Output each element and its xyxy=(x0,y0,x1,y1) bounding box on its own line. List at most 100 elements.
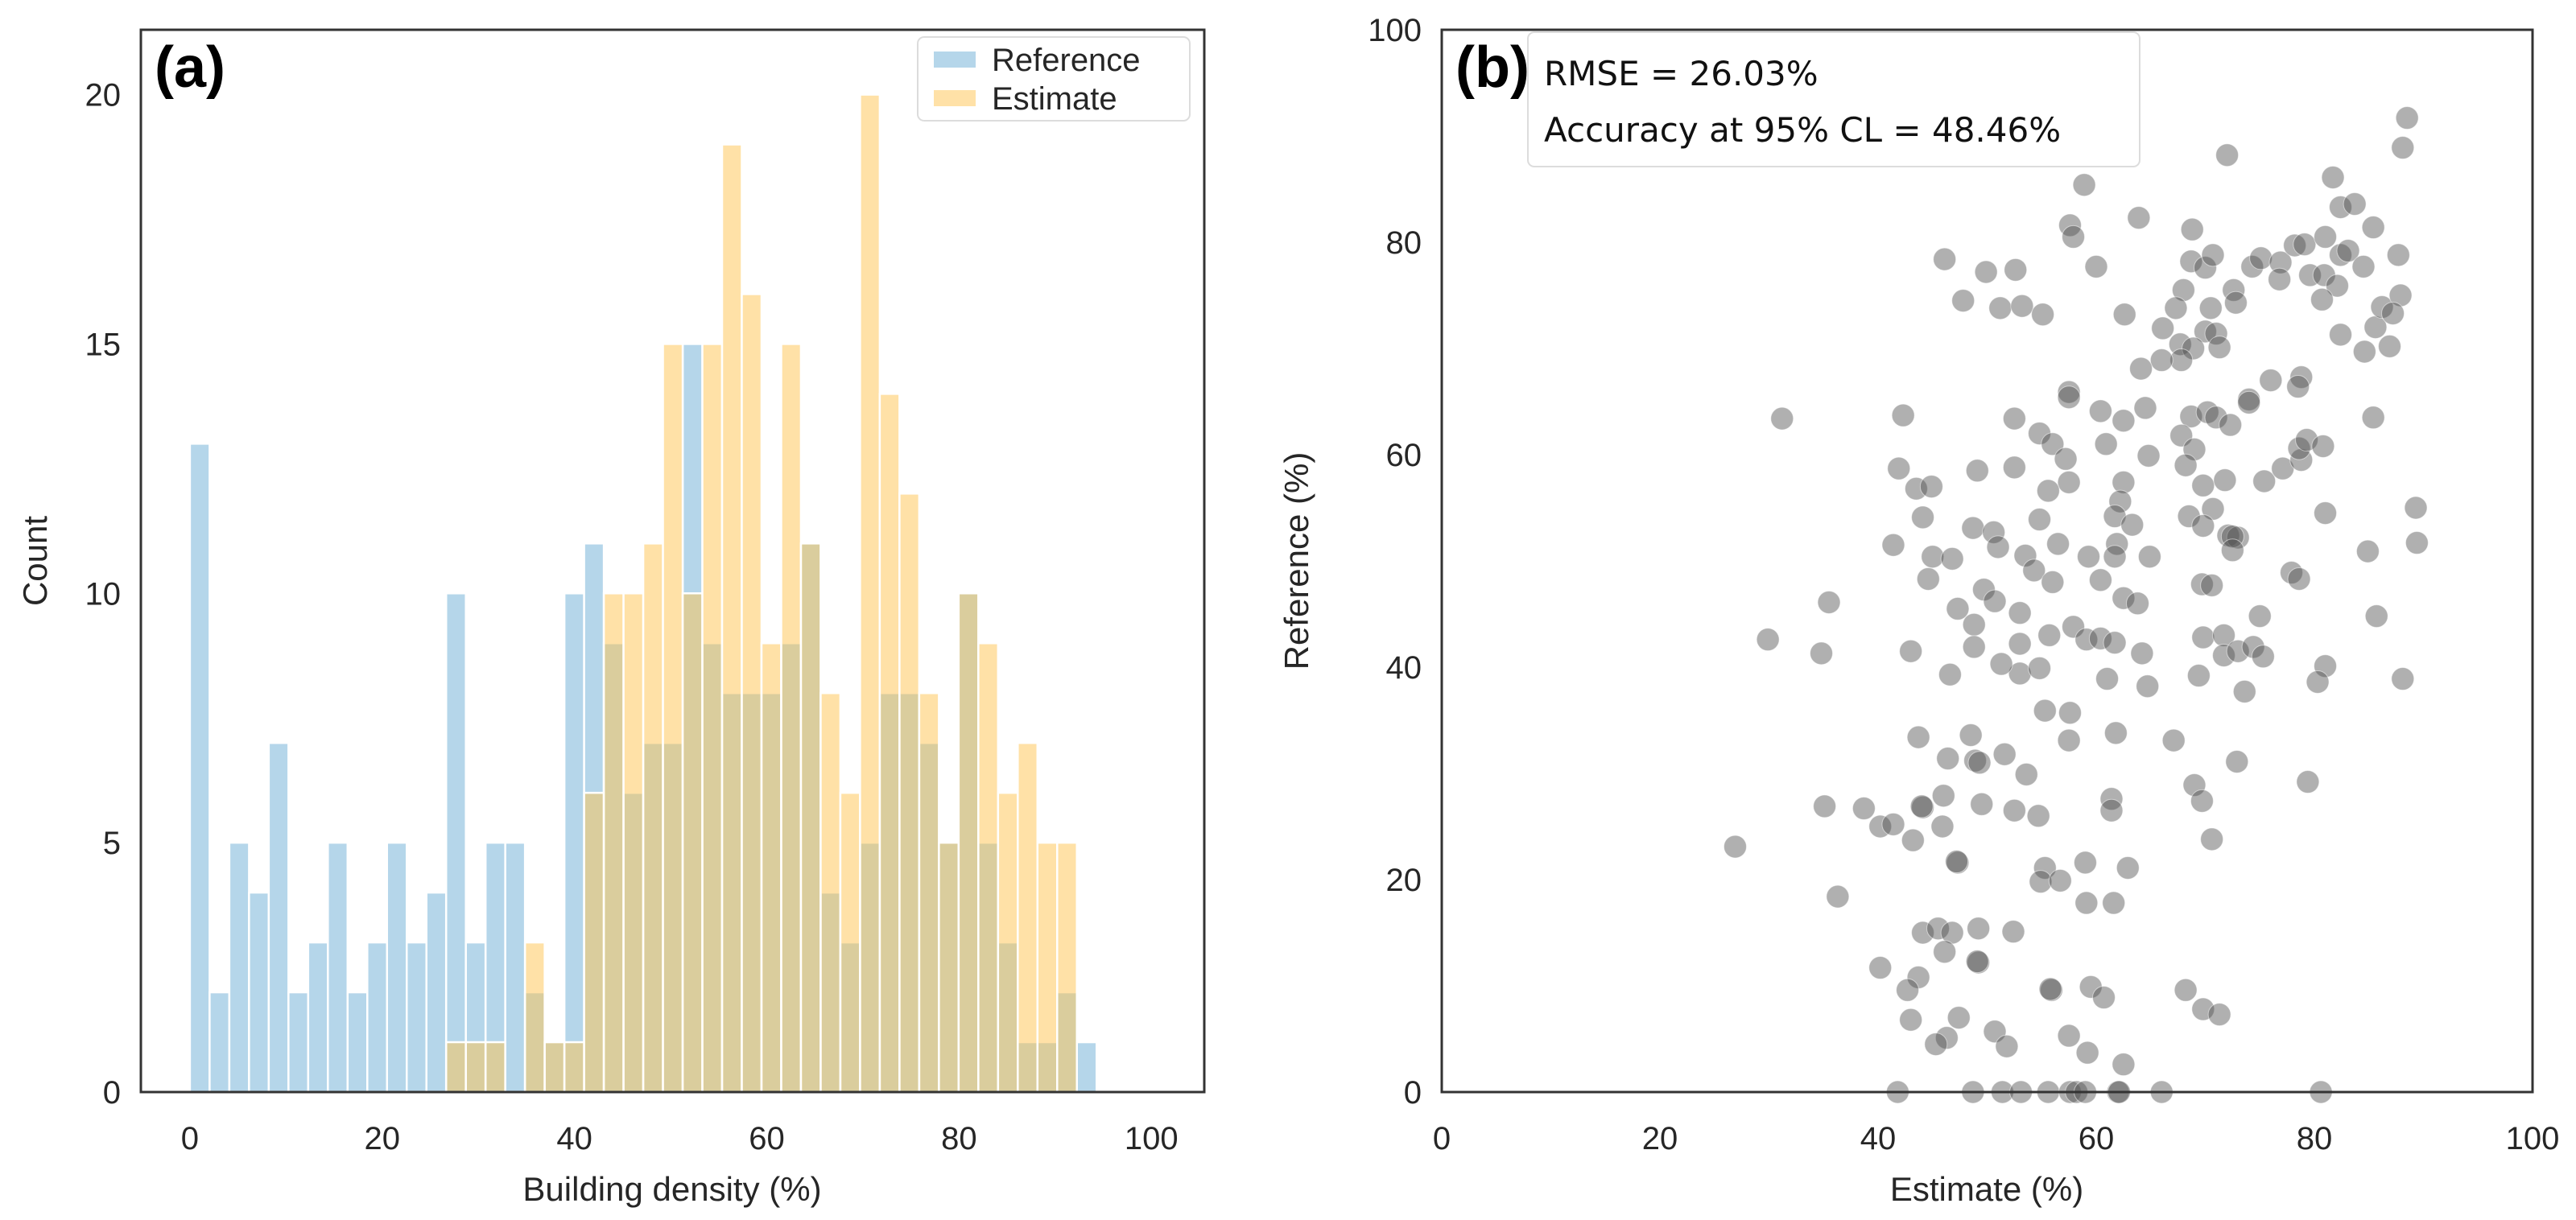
reference-bar xyxy=(444,592,467,1094)
scatter-point xyxy=(2306,670,2330,694)
scatter-point xyxy=(1931,784,1955,808)
scatter-point xyxy=(2074,628,2099,652)
scatter-point xyxy=(1940,546,1964,571)
x-tick-label: 100 xyxy=(1125,1121,1179,1156)
scatter-point xyxy=(2232,679,2256,703)
scatter-point xyxy=(2312,263,2336,287)
scatter-point xyxy=(2079,975,2103,999)
legend: Reference Estimate xyxy=(917,36,1191,122)
scatter-point xyxy=(2391,667,2415,691)
scatter-y-label: Reference (%) xyxy=(1278,452,1315,670)
scatter-point xyxy=(1891,403,1915,427)
scatter-point xyxy=(2103,505,2127,529)
reference-bar xyxy=(366,941,389,1094)
estimate-bars xyxy=(444,93,1078,1094)
scatter-point xyxy=(2241,635,2265,659)
estimate-bar xyxy=(484,1041,506,1094)
x-tick-label: 0 xyxy=(181,1121,199,1156)
scatter-point xyxy=(2207,1003,2231,1027)
scatter-point xyxy=(2237,387,2261,411)
scatter-point xyxy=(1959,723,1983,747)
scatter-point xyxy=(2033,699,2057,723)
scatter-point xyxy=(2057,470,2081,494)
scatter-point xyxy=(2289,448,2314,472)
scatter-point xyxy=(2361,216,2385,240)
scatter-point xyxy=(2136,443,2161,468)
y-tick-label: 0 xyxy=(103,1075,121,1111)
scatter-point xyxy=(2002,798,2026,822)
scatter-point xyxy=(1919,475,1943,499)
legend-label-estimate: Estimate xyxy=(992,81,1117,117)
scatter-point xyxy=(2386,243,2410,267)
scatter-point xyxy=(2191,997,2215,1021)
scatter-point xyxy=(1899,639,1923,663)
scatter-point xyxy=(2010,294,2034,318)
scatter-point xyxy=(2037,623,2062,647)
scatter-point xyxy=(1916,567,1940,591)
histogram-panel: 0 20 40 60 80 100 0 5 10 15 20 (a) Building densi… xyxy=(16,28,1206,1208)
scatter-point xyxy=(1909,794,1934,818)
scatter-point xyxy=(2240,254,2264,278)
scatter-point xyxy=(2014,762,2038,786)
scatter-point xyxy=(2008,662,2032,686)
estimate-bar xyxy=(523,941,546,1094)
scatter-point xyxy=(2028,422,2052,446)
y-tick-label: 20 xyxy=(1386,863,1422,898)
scatter-point xyxy=(1934,1026,1959,1050)
scatter-point xyxy=(2072,173,2096,197)
scatter-point xyxy=(2179,404,2203,428)
scatter-point xyxy=(1933,940,1957,964)
estimate-bar xyxy=(839,791,861,1094)
scatter-point xyxy=(2091,986,2116,1010)
scatter-point xyxy=(1986,535,2010,559)
scatter-point xyxy=(2198,296,2223,320)
scatter-point xyxy=(2182,437,2207,461)
panel-label-b: (b) xyxy=(1455,35,1530,100)
scatter-point xyxy=(2182,773,2207,798)
scatter-point xyxy=(2112,470,2136,494)
stats-annotation: RMSE = 26.03% Accuracy at 95% CL = 48.46… xyxy=(1527,31,2140,167)
scatter-point xyxy=(2268,267,2292,291)
scatter-point xyxy=(2191,473,2215,497)
scatter-point xyxy=(1967,917,1991,941)
scatter-point xyxy=(2028,656,2052,680)
estimate-bar xyxy=(819,691,842,1094)
estimate-bar xyxy=(602,592,625,1094)
scatter-point xyxy=(1911,921,1935,945)
estimate-bar xyxy=(938,841,960,1094)
scatter-point xyxy=(2186,664,2211,688)
scatter-point xyxy=(1992,742,2017,766)
scatter-point xyxy=(2057,728,2081,752)
scatter-point xyxy=(2213,468,2237,493)
scatter-point xyxy=(2182,336,2206,361)
scatter-point xyxy=(2054,447,2078,471)
scatter-point xyxy=(1938,662,1962,686)
scatter-point xyxy=(2008,601,2032,625)
legend-box xyxy=(917,36,1191,122)
histogram-y-ticks: 0 5 10 15 20 xyxy=(85,78,122,1111)
scatter-point xyxy=(2013,543,2037,567)
estimate-bar xyxy=(957,592,980,1094)
scatter-point xyxy=(2057,385,2081,410)
estimate-bar xyxy=(997,791,1019,1094)
scatter-point xyxy=(2268,250,2293,274)
scatter-point xyxy=(2036,479,2060,503)
estimate-bar xyxy=(1036,841,1059,1094)
scatter-point xyxy=(2039,978,2063,1002)
reference-bar xyxy=(425,891,448,1094)
scatter-point xyxy=(1946,596,1970,620)
reference-bar xyxy=(406,941,427,1094)
scatter-point xyxy=(2179,249,2203,274)
scatter-point xyxy=(2002,455,2026,480)
scatter-point xyxy=(2133,396,2157,420)
scatter-point xyxy=(2249,246,2273,270)
scatter-point xyxy=(1962,635,1986,659)
estimate-bar xyxy=(898,493,921,1094)
scatter-point xyxy=(2321,165,2345,189)
scatter-panel: 0 20 40 60 80 100 0 20 40 60 80 100 (b) RMSE = 26.… xyxy=(1278,13,2559,1208)
scatter-point xyxy=(2099,798,2124,822)
y-tick-label: 15 xyxy=(85,327,122,362)
scatter-point xyxy=(1770,406,1794,431)
scatter-point xyxy=(1965,459,1989,483)
